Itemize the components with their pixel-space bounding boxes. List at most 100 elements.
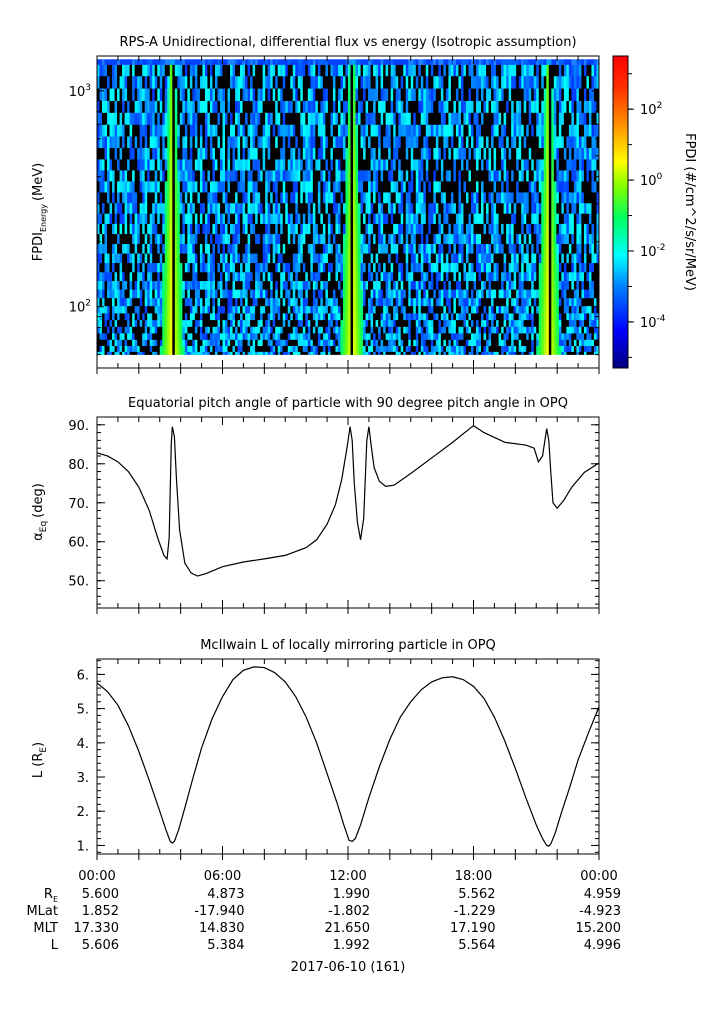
heatmap-cell — [114, 297, 118, 307]
heatmap-cell — [207, 181, 211, 193]
heatmap-cell — [465, 289, 469, 299]
heatmap-cell — [445, 223, 449, 235]
heatmap-cell — [358, 192, 361, 204]
heatmap-cell — [270, 313, 273, 321]
heatmap-cell — [460, 297, 464, 307]
heatmap-cell — [596, 213, 600, 224]
heatmap-cell — [410, 159, 414, 171]
heatmap-cell — [104, 305, 108, 314]
heatmap-cell — [107, 280, 110, 290]
heatmap-cell — [310, 313, 314, 321]
heatmap-cell — [147, 297, 151, 307]
heatmap-cell — [591, 326, 595, 334]
heatmap-cell — [400, 333, 404, 340]
heatmap-cell — [516, 345, 519, 352]
heatmap-cell — [134, 271, 138, 282]
heatmap-cell — [586, 313, 590, 321]
heatmap-cell — [235, 181, 238, 193]
heatmap-cell — [513, 339, 517, 346]
heatmap-cell — [433, 305, 437, 314]
heatmap-cell — [152, 345, 156, 352]
heatmap-cell — [425, 297, 429, 307]
heatmap-cell — [242, 313, 246, 321]
heatmap-cell — [410, 202, 414, 214]
heatmap-cell — [142, 243, 145, 254]
heatmap-cell — [252, 333, 256, 340]
heatmap-cell — [400, 297, 404, 307]
heatmap-cell — [390, 339, 394, 346]
heatmap-cell — [242, 326, 246, 334]
heatmap-cell — [536, 262, 540, 273]
heatmap-cell — [410, 297, 414, 307]
heatmap-cell — [225, 243, 228, 254]
heatmap-cell — [453, 159, 457, 171]
heatmap-cell — [503, 319, 507, 327]
heatmap-cell — [491, 202, 494, 214]
heatmap-cell — [139, 297, 143, 307]
heatmap-cell — [493, 170, 497, 182]
heatmap-cell — [164, 223, 168, 235]
heatmap-cell — [337, 305, 341, 314]
heatmap-cell — [127, 319, 130, 327]
heatmap-cell — [147, 223, 151, 235]
heatmap-cell — [506, 233, 509, 245]
heatmap-cell — [202, 159, 206, 171]
heatmap-cell — [275, 319, 279, 327]
heatmap-cell — [425, 223, 429, 235]
heatmap-cell — [290, 170, 294, 182]
heatmap-cell — [413, 233, 417, 245]
heatmap-cell — [385, 271, 389, 282]
heatmap-cell — [204, 213, 208, 224]
heatmap-cell — [164, 319, 168, 327]
heatmap-cell — [147, 136, 151, 149]
heatmap-cell — [526, 326, 530, 334]
heatmap-cell — [340, 253, 344, 264]
heatmap-cell — [415, 147, 419, 160]
heatmap-cell — [488, 136, 492, 149]
heatmap-cell — [526, 147, 530, 160]
heatmap-cell — [370, 333, 374, 340]
heatmap-cell — [393, 333, 396, 340]
heatmap-cell — [415, 305, 419, 314]
heatmap-cell — [493, 319, 497, 327]
heatmap-cell — [430, 243, 434, 254]
heatmap-cell — [478, 213, 482, 224]
heatmap-cell — [260, 262, 263, 273]
heatmap-cell — [498, 181, 502, 193]
heatmap-cell — [340, 202, 344, 214]
heatmap-cell — [538, 313, 542, 321]
heatmap-cell — [277, 305, 281, 314]
heatmap-cell — [282, 192, 286, 204]
heatmap-cell — [285, 280, 289, 290]
heatmap-cell — [468, 297, 472, 307]
heatmap-cell — [511, 192, 514, 204]
heatmap-cell — [448, 181, 452, 193]
heatmap-cell — [501, 271, 504, 282]
heatmap-cell — [513, 136, 517, 149]
heatmap-cell — [184, 223, 188, 235]
heatmap-cell — [383, 181, 386, 193]
heatmap-cell — [363, 351, 366, 355]
heatmap-cell — [202, 192, 206, 204]
heatmap-cell — [473, 313, 477, 321]
heatmap-cell — [593, 289, 597, 299]
heatmap-cell — [197, 202, 201, 214]
heatmap-cell — [117, 170, 120, 182]
heatmap-cell — [277, 159, 281, 171]
heatmap-cell — [154, 147, 158, 160]
heatmap-cell — [209, 253, 213, 264]
heatmap-cell — [292, 170, 296, 182]
heatmap-cell — [413, 159, 417, 171]
heatmap-cell — [468, 271, 472, 282]
heatmap-cell — [578, 233, 582, 245]
heatmap-cell — [112, 213, 115, 224]
heatmap-cell — [325, 223, 329, 235]
heatmap-cell — [292, 159, 296, 171]
heatmap-cell — [177, 262, 181, 273]
heatmap-cell — [360, 159, 364, 171]
heatmap-cell — [496, 339, 499, 346]
heatmap-cell — [232, 202, 236, 214]
heatmap-cell — [581, 262, 585, 273]
heatmap-cell — [368, 351, 371, 355]
heatmap-cell — [463, 297, 467, 307]
